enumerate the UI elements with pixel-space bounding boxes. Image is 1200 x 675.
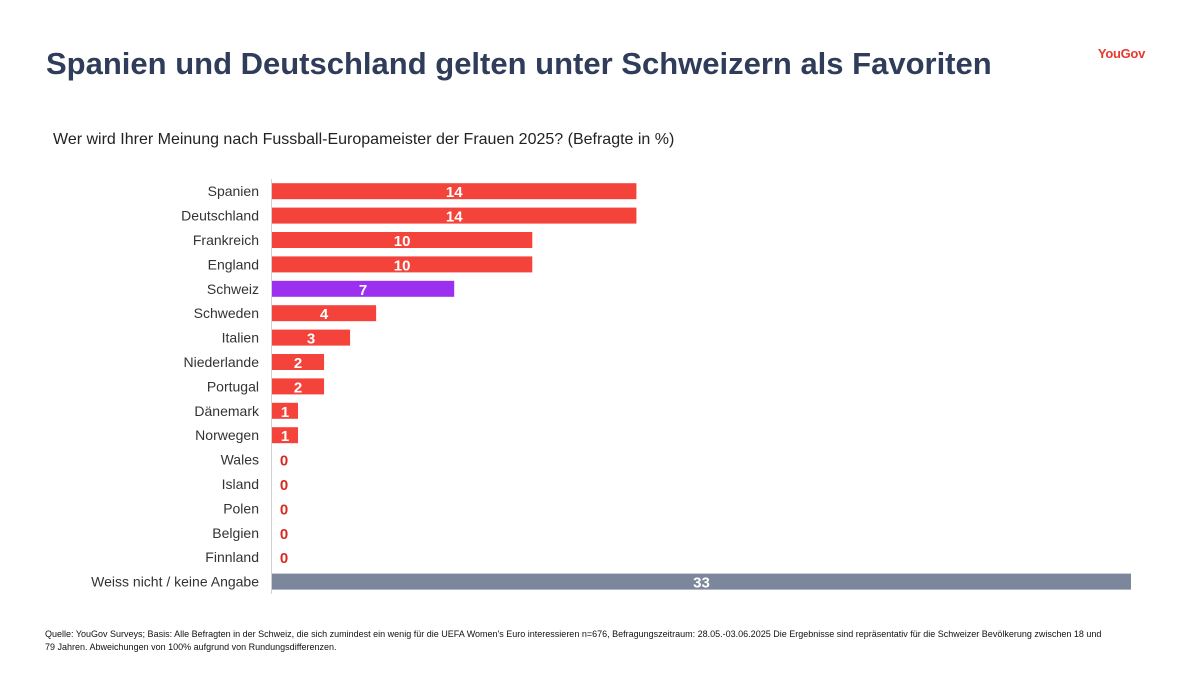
data-label: 0 [280, 550, 288, 567]
category-label: Frankreich [193, 232, 259, 248]
bar [272, 256, 533, 273]
category-label: Polen [223, 500, 259, 516]
bar [272, 232, 533, 248]
category-label: Schweiz [207, 281, 259, 297]
chart-subtitle: Wer wird Ihrer Meinung nach Fussball-Eur… [53, 131, 675, 148]
yougov-logo: YouGov [1097, 46, 1145, 61]
category-label: Wales [221, 452, 259, 468]
data-label: 0 [280, 453, 288, 470]
data-label: 1 [281, 404, 289, 421]
data-label: 14 [446, 184, 463, 201]
category-label: Portugal [207, 378, 259, 394]
bar [272, 573, 1131, 590]
data-label: 0 [280, 477, 288, 494]
data-label: 14 [446, 209, 463, 226]
category-label: England [208, 256, 259, 272]
category-label: Dänemark [194, 403, 260, 419]
bar [272, 305, 377, 322]
category-label: Belgien [212, 525, 259, 541]
category-label: Island [222, 476, 259, 492]
data-label: 33 [693, 575, 710, 592]
data-label: 2 [294, 355, 302, 372]
bar [272, 280, 455, 297]
category-label: Deutschland [181, 208, 259, 224]
bar [272, 378, 325, 395]
bar [272, 207, 637, 224]
bar [272, 354, 325, 370]
bar [272, 427, 299, 444]
data-label: 0 [280, 526, 288, 543]
category-label: Finnland [205, 549, 259, 565]
data-label: 10 [394, 233, 411, 250]
category-label: Niederlande [184, 354, 260, 370]
bar [272, 329, 351, 346]
category-label: Italien [222, 330, 259, 346]
data-label: 4 [320, 306, 329, 323]
source-note: Quelle: YouGov Surveys; Basis: Alle Befr… [45, 629, 1102, 652]
bar [272, 402, 299, 419]
chart-title: Spanien und Deutschland gelten unter Sch… [46, 46, 992, 81]
data-label: 2 [294, 379, 302, 396]
data-label: 1 [281, 428, 289, 445]
data-label: 0 [280, 501, 288, 518]
data-label: 10 [394, 257, 411, 274]
category-label: Norwegen [195, 427, 259, 443]
data-label: 7 [359, 282, 367, 299]
category-label: Weiss nicht / keine Angabe [91, 574, 259, 590]
data-label: 3 [307, 331, 315, 348]
category-label: Spanien [208, 183, 259, 199]
bar [272, 183, 637, 200]
category-label: Schweden [194, 305, 259, 321]
